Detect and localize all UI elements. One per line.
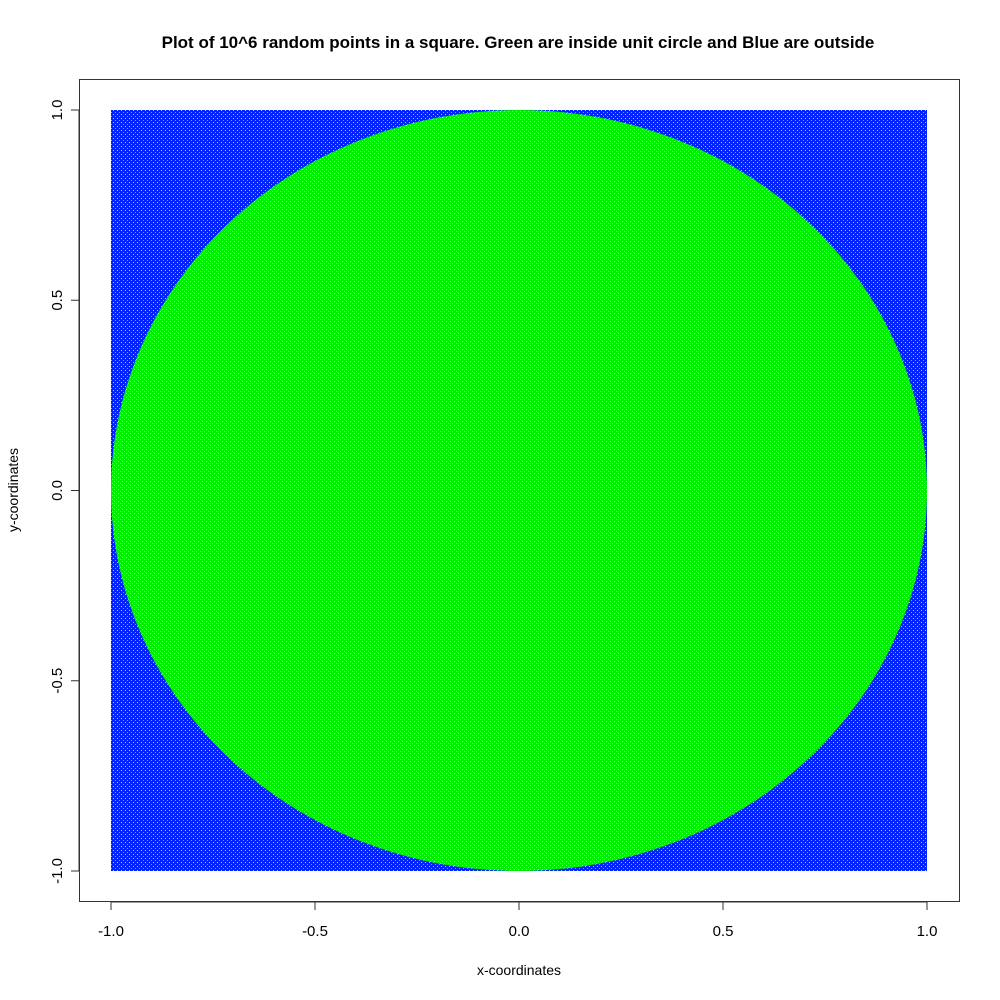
inside-points-region — [111, 110, 927, 871]
x-axis-label: x-coordinates — [477, 962, 561, 978]
x-axis: -1.0 -0.5 0.0 0.5 1.0 — [98, 901, 938, 940]
chart-title: Plot of 10^6 random points in a square. … — [162, 33, 875, 52]
x-tick-label: -0.5 — [302, 923, 328, 940]
x-tick-label: 1.0 — [917, 923, 938, 940]
y-axis-label: y-coordinates — [5, 448, 21, 532]
x-tick-label: 0.5 — [713, 923, 734, 940]
y-tick-label: 1.0 — [49, 100, 66, 121]
x-tick-label: 0.0 — [509, 923, 530, 940]
y-tick-label: 0.5 — [49, 290, 66, 311]
y-tick-label: 0.0 — [49, 480, 66, 501]
y-tick-label: -1.0 — [49, 858, 66, 884]
y-axis: -1.0 -0.5 0.0 0.5 1.0 — [49, 100, 80, 884]
x-tick-label: -1.0 — [98, 923, 124, 940]
y-tick-label: -0.5 — [49, 668, 66, 694]
